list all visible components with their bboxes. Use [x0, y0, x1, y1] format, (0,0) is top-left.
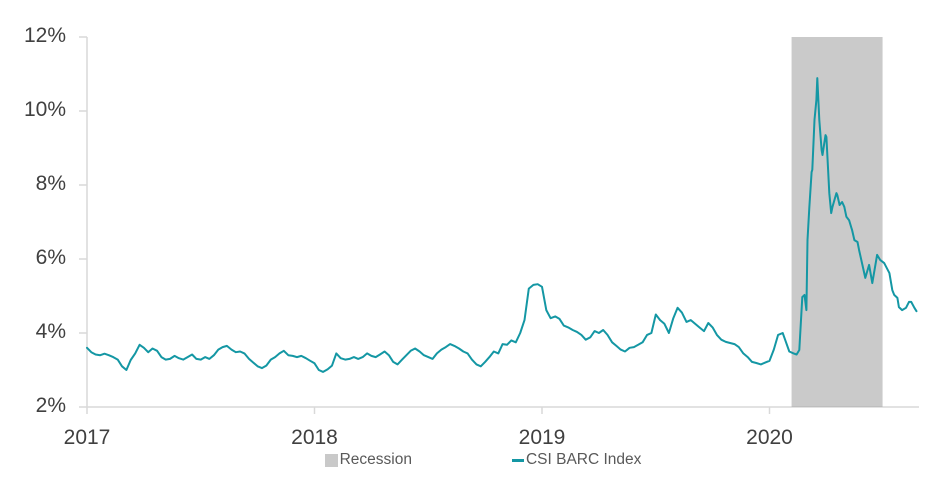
y-tick-label: 2% — [36, 394, 66, 417]
y-tick-label: 4% — [36, 320, 66, 343]
y-tick-label: 8% — [36, 172, 66, 195]
legend-label-csi-barc-index: CSI BARC Index — [525, 451, 642, 468]
legend-label-recession: Recession — [339, 451, 412, 468]
legend: Recession CSI BARC Index — [16, 451, 934, 469]
x-tick-label: 2020 — [746, 426, 793, 449]
csi-barc-index-line — [86, 77, 918, 373]
x-tick-label: 2017 — [64, 426, 111, 449]
y-tick-label: 12% — [24, 24, 66, 47]
x-tick-label: 2019 — [519, 426, 566, 449]
csi-barc-index-swatch — [511, 458, 524, 462]
legend-item-recession: Recession — [324, 451, 412, 469]
y-tick-label: 6% — [36, 246, 66, 269]
legend-item-csi-barc-index: CSI BARC Index — [511, 451, 642, 469]
x-tick-label: 2018 — [291, 426, 338, 449]
recession-swatch — [324, 453, 338, 467]
y-tick-label: 10% — [24, 98, 66, 121]
recession-band — [791, 37, 883, 407]
